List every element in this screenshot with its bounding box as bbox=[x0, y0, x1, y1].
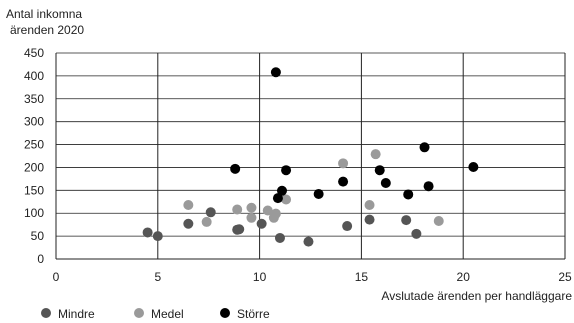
y-tick-label: 100 bbox=[24, 206, 44, 220]
y-tick-label: 300 bbox=[24, 115, 44, 129]
data-point-st-rre bbox=[380, 178, 391, 189]
data-point-st-rre bbox=[281, 165, 292, 176]
legend-label-medel: Medel bbox=[151, 307, 184, 321]
data-point-mindre bbox=[401, 215, 412, 226]
x-tick-label: 5 bbox=[154, 270, 161, 284]
data-point-medel bbox=[246, 202, 257, 213]
axes: 0 50 100 150 200 250 300 350 400 450 0 5 10 15 20 25 bbox=[24, 46, 572, 284]
y-tick-label: 200 bbox=[24, 160, 44, 174]
data-point-mindre bbox=[152, 231, 163, 242]
data-point-medel bbox=[364, 199, 375, 210]
x-tick-label: 15 bbox=[355, 270, 369, 284]
legend-marker-medel bbox=[134, 308, 144, 318]
y-tick-label: 250 bbox=[24, 138, 44, 152]
data-point-mindre bbox=[364, 214, 375, 225]
legend-label-mindre: Mindre bbox=[58, 307, 95, 321]
data-point-mindre bbox=[274, 232, 285, 243]
data-point-medel bbox=[183, 199, 194, 210]
data-point-mindre bbox=[234, 224, 245, 235]
y-tick-label: 50 bbox=[31, 229, 45, 243]
data-point-st-rre bbox=[419, 142, 430, 153]
y-tick-label: 400 bbox=[24, 69, 44, 83]
x-tick-label: 0 bbox=[53, 270, 60, 284]
y-axis-title-line-2: ärenden 2020 bbox=[10, 23, 84, 37]
data-point-mindre bbox=[142, 227, 153, 238]
legend-marker-st-rre bbox=[220, 308, 230, 318]
data-point-mindre bbox=[256, 218, 267, 229]
data-point-medel bbox=[262, 205, 273, 216]
data-point-st-rre bbox=[230, 163, 241, 174]
data-point-st-rre bbox=[272, 193, 283, 204]
x-tick-label: 10 bbox=[253, 270, 267, 284]
data-point-medel bbox=[338, 158, 349, 169]
y-tick-label: 350 bbox=[24, 92, 44, 106]
data-point-st-rre bbox=[374, 165, 385, 176]
legend-marker-mindre bbox=[41, 308, 51, 318]
x-tick-label: 20 bbox=[457, 270, 471, 284]
data-point-medel bbox=[232, 204, 243, 215]
data-point-medel bbox=[201, 216, 212, 227]
data-point-st-rre bbox=[403, 189, 414, 200]
legend: Mindre Medel Större bbox=[41, 307, 270, 321]
y-tick-label: 450 bbox=[24, 46, 44, 60]
data-point-mindre bbox=[411, 228, 422, 239]
data-point-mindre bbox=[342, 221, 353, 232]
data-points bbox=[142, 67, 479, 247]
x-tick-label: 25 bbox=[558, 270, 572, 284]
data-point-st-rre bbox=[270, 67, 281, 78]
y-tick-label: 150 bbox=[24, 183, 44, 197]
data-point-mindre bbox=[183, 218, 194, 229]
data-point-medel bbox=[270, 208, 281, 219]
data-point-st-rre bbox=[423, 181, 434, 192]
grid bbox=[56, 52, 566, 259]
legend-label-st-rre: Större bbox=[237, 307, 270, 321]
data-point-st-rre bbox=[276, 185, 287, 196]
data-point-medel bbox=[370, 149, 381, 160]
data-point-st-rre bbox=[468, 161, 479, 172]
data-point-st-rre bbox=[338, 176, 349, 187]
data-point-medel bbox=[246, 212, 257, 223]
data-point-medel bbox=[433, 216, 444, 227]
y-axis-title-line-1: Antal inkomna bbox=[6, 7, 82, 21]
data-point-mindre bbox=[303, 236, 314, 247]
data-point-st-rre bbox=[313, 188, 324, 199]
x-axis-title: Avslutade ärenden per handläggare bbox=[381, 289, 572, 303]
data-point-medel bbox=[281, 194, 292, 205]
y-tick-label: 0 bbox=[37, 252, 44, 266]
data-point-mindre bbox=[205, 207, 216, 218]
